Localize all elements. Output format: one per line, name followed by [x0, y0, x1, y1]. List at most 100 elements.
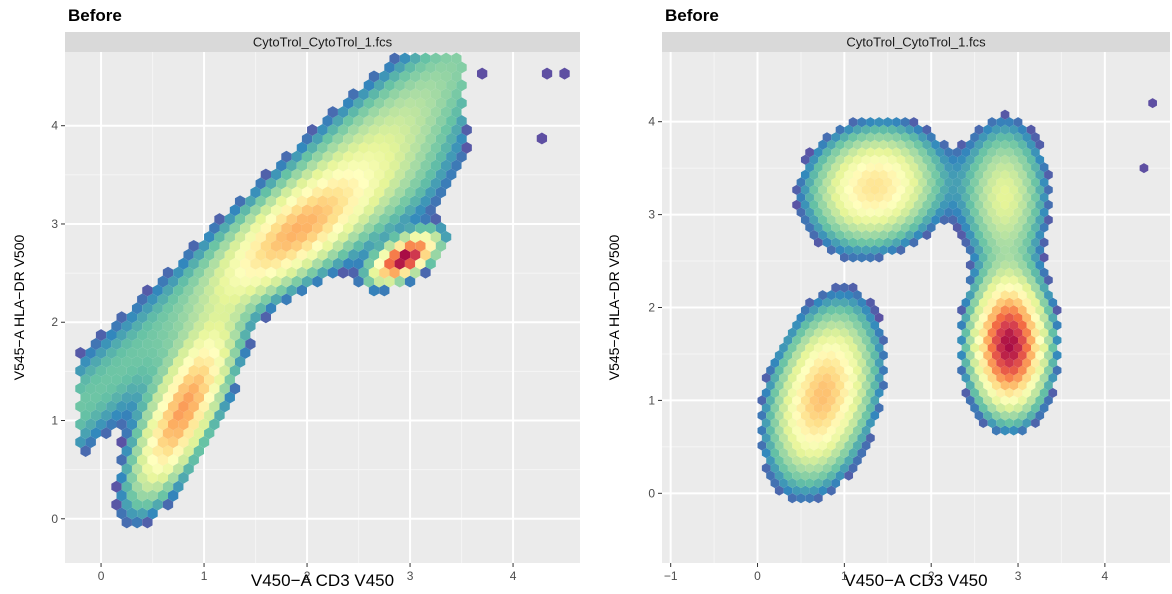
hexbin-cell: [1018, 395, 1027, 406]
hexbin-cell: [209, 222, 220, 234]
hexbin-cell: [892, 222, 901, 233]
hexbin-cell: [913, 124, 923, 135]
hexbin-cell: [101, 355, 112, 368]
hexbin-cell: [809, 214, 819, 225]
hexbin-cell: [1018, 365, 1027, 376]
hexbin-cell: [131, 516, 143, 529]
hexbin-cell: [887, 199, 897, 210]
hexbin-cell: [121, 409, 132, 422]
hexbin-cell: [822, 417, 832, 428]
hexbin-cell: [935, 192, 945, 203]
hexbin-cell: [368, 88, 380, 101]
hexbin-cell: [291, 186, 302, 199]
hexbin-cell: [440, 70, 452, 83]
hexbin-cell-outlier: [477, 67, 488, 80]
hexbin-cell: [204, 427, 215, 440]
hexbin-cell: [157, 400, 168, 413]
hexbin-cell: [389, 141, 400, 154]
hexbin-cell: [461, 141, 472, 154]
hexbin-cell: [1052, 320, 1062, 331]
hexbin-cell: [85, 364, 96, 377]
hexbin-cell: [857, 252, 867, 263]
hexbin-cell: [779, 342, 788, 353]
hexbin-cell: [970, 252, 979, 263]
hexbin-cell: [1026, 395, 1036, 406]
hexbin-cell: [913, 229, 923, 240]
hexbin-cell: [766, 395, 775, 406]
chart-title: Before: [665, 6, 719, 25]
hexbin-cell: [188, 400, 199, 413]
hexbin-cell: [137, 364, 148, 377]
hexbin-cell: [926, 147, 936, 158]
hexbin-cell: [900, 207, 910, 218]
hexbin-cell: [291, 222, 302, 234]
facet-strip: [65, 32, 580, 52]
hexbin-cell: [961, 327, 971, 338]
hexbin-cell: [198, 382, 210, 395]
hexbin-cell: [296, 284, 308, 297]
hexbin-cell: [974, 410, 984, 421]
hexbin-cell: [861, 229, 871, 240]
hexbin-cell: [1009, 365, 1019, 376]
hexbin-cell: [913, 214, 923, 225]
hexbin-cell: [162, 302, 174, 315]
hexbin-cell: [970, 357, 979, 368]
hexbin-cell: [848, 132, 858, 143]
hexbin-cell: [379, 141, 390, 154]
hexbin-cell: [162, 462, 174, 475]
hexbin-cell: [399, 52, 411, 65]
hexbin-cell: [931, 199, 940, 210]
hexbin-cell: [384, 275, 395, 288]
hexbin-cell: [787, 327, 797, 338]
hexbin-cell: [168, 471, 179, 484]
hexbin-cell: [1022, 267, 1032, 278]
hexbin-cell: [353, 115, 364, 127]
hexbin-cell: [787, 448, 797, 459]
hexbin-cell: [826, 229, 836, 240]
hexbin-cell: [822, 327, 832, 338]
hexbin-cell: [1000, 124, 1010, 135]
hexbin-cell: [1031, 417, 1040, 428]
hexbin-cell: [813, 312, 823, 323]
hexbin-cell: [240, 222, 251, 234]
hexbin-cell: [296, 177, 308, 190]
hexbin-cell: [991, 350, 1001, 361]
hexbin-cell: [224, 284, 235, 297]
hexbin-cell: [800, 455, 810, 466]
hexbin-cell: [818, 410, 827, 421]
hexbin-cell: [214, 213, 225, 226]
hexbin-cell: [805, 342, 814, 353]
hexbin-cell: [142, 284, 153, 297]
hexbin-cell: [157, 436, 168, 449]
hexbin-cell: [1000, 199, 1010, 210]
hexbin-cell: [844, 124, 854, 135]
hexbin-cell: [85, 436, 96, 449]
hexbin-cell: [826, 455, 836, 466]
hexbin-cell: [332, 115, 344, 127]
hexbin-cell: [178, 293, 189, 306]
hexbin-cell: [384, 204, 395, 217]
hexbin-cell: [75, 364, 86, 377]
hexbin-cell: [952, 162, 962, 173]
hexbin-cell: [183, 445, 194, 457]
hexbin-cell: [137, 418, 148, 431]
hexbin-cell: [766, 380, 775, 391]
hexbin-cell: [883, 237, 893, 248]
hexbin-cell: [1022, 312, 1032, 323]
hexbin-cell: [198, 364, 210, 377]
hexbin-cell: [255, 231, 266, 243]
hexbin-cell: [813, 448, 823, 459]
hexbin-cell: [913, 199, 923, 210]
hexbin-cell: [240, 293, 251, 306]
hexbin-cell: [783, 380, 793, 391]
hexbin-cell: [229, 239, 241, 252]
hexbin-cell: [358, 248, 369, 261]
hexbin-cell: [116, 436, 127, 449]
hexbin-cell: [1039, 237, 1049, 248]
hexbin-cell: [178, 275, 189, 288]
hexbin-cell: [281, 293, 292, 306]
hexbin-cell: [379, 266, 390, 279]
hexbin-cell: [970, 207, 979, 218]
hexbin-cell: [1009, 214, 1019, 225]
